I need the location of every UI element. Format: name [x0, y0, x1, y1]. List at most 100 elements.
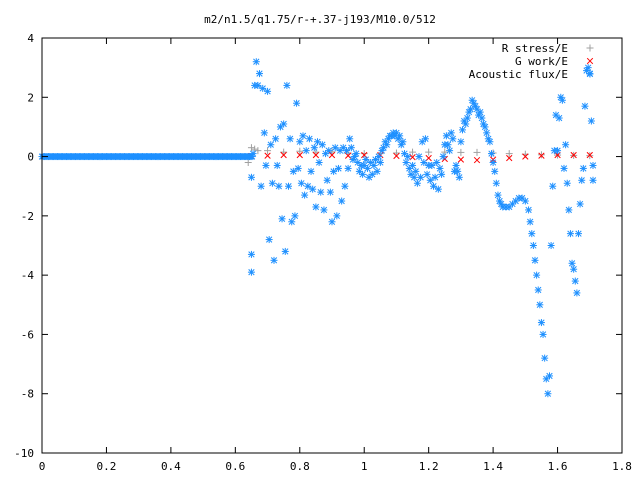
data-point	[344, 164, 352, 172]
data-point	[431, 173, 439, 181]
plot-marks	[38, 58, 597, 398]
data-point	[417, 173, 425, 181]
data-point	[247, 173, 255, 181]
data-point	[568, 259, 576, 267]
data-point	[404, 153, 412, 161]
data-point	[252, 58, 260, 66]
data-point	[481, 123, 489, 131]
legend-label: Acoustic flux/E	[469, 68, 568, 81]
data-point	[328, 151, 336, 159]
data-point	[305, 135, 313, 143]
data-point	[262, 161, 270, 169]
data-point	[376, 150, 384, 158]
data-point	[393, 152, 400, 160]
data-point	[334, 164, 342, 172]
data-point	[526, 218, 534, 226]
x-tick-label: 0.8	[290, 460, 310, 473]
data-point	[256, 70, 263, 78]
data-point	[447, 129, 455, 137]
data-point	[436, 164, 444, 172]
data-point	[529, 242, 537, 249]
data-point	[421, 135, 429, 143]
data-point	[291, 212, 299, 220]
data-point	[352, 150, 360, 158]
data-point	[296, 147, 304, 155]
data-point	[538, 152, 545, 159]
legend-marker	[586, 70, 594, 78]
data-point	[301, 191, 309, 199]
data-point	[275, 182, 283, 190]
data-point	[449, 135, 457, 143]
data-point	[264, 147, 272, 155]
chart-title: m2/n1.5/q1.75/r-+.37-j193/M10.0/512	[204, 13, 436, 26]
data-point	[575, 230, 582, 238]
data-point	[489, 159, 497, 166]
data-point	[376, 159, 384, 166]
data-point	[359, 170, 367, 178]
data-point	[409, 161, 417, 169]
data-point	[558, 96, 566, 104]
data-point	[283, 81, 291, 89]
data-point	[471, 102, 479, 110]
data-point	[297, 179, 305, 187]
data-point	[478, 114, 486, 122]
data-point	[402, 159, 410, 166]
data-point	[317, 188, 325, 196]
data-point	[354, 159, 362, 166]
data-point	[563, 179, 571, 187]
data-point	[310, 144, 318, 152]
data-point	[272, 135, 280, 143]
data-point	[434, 185, 442, 193]
data-point	[570, 151, 577, 159]
data-point	[488, 150, 495, 158]
data-point	[494, 191, 502, 199]
data-point	[320, 206, 328, 214]
data-point	[457, 138, 465, 146]
y-tick-label: -8	[21, 388, 34, 401]
data-point	[439, 153, 447, 161]
series-3	[38, 58, 597, 398]
data-point	[586, 151, 593, 159]
data-point	[522, 153, 529, 160]
data-point	[555, 114, 563, 122]
data-point	[288, 218, 296, 226]
data-point	[444, 141, 452, 149]
data-point	[249, 150, 257, 158]
x-tick-label: 1.6	[548, 460, 568, 473]
data-point	[554, 147, 562, 155]
data-point	[257, 182, 265, 190]
x-tick-label: 1.8	[612, 460, 632, 473]
data-point	[399, 138, 407, 146]
data-point	[496, 197, 504, 205]
data-point	[573, 289, 581, 297]
data-point	[542, 375, 550, 383]
data-point	[363, 164, 371, 172]
data-point	[410, 173, 418, 181]
data-point	[286, 135, 294, 143]
data-point	[294, 164, 302, 172]
data-point	[584, 64, 592, 72]
data-point	[560, 164, 568, 172]
data-point	[562, 141, 570, 149]
data-point	[473, 105, 481, 113]
data-point	[244, 159, 252, 166]
data-point	[579, 164, 587, 172]
legend-label: G work/E	[515, 55, 568, 68]
data-point	[528, 230, 536, 238]
data-point	[587, 117, 595, 125]
data-point	[343, 147, 350, 155]
data-point	[423, 170, 431, 178]
data-point	[276, 123, 284, 131]
data-point	[455, 173, 463, 181]
y-tick-label: -10	[14, 447, 34, 460]
data-point	[518, 194, 526, 202]
data-point	[373, 167, 381, 175]
data-point	[347, 144, 355, 152]
data-point	[454, 167, 462, 175]
data-point	[247, 144, 255, 152]
data-point	[484, 135, 492, 143]
data-point	[521, 197, 529, 205]
